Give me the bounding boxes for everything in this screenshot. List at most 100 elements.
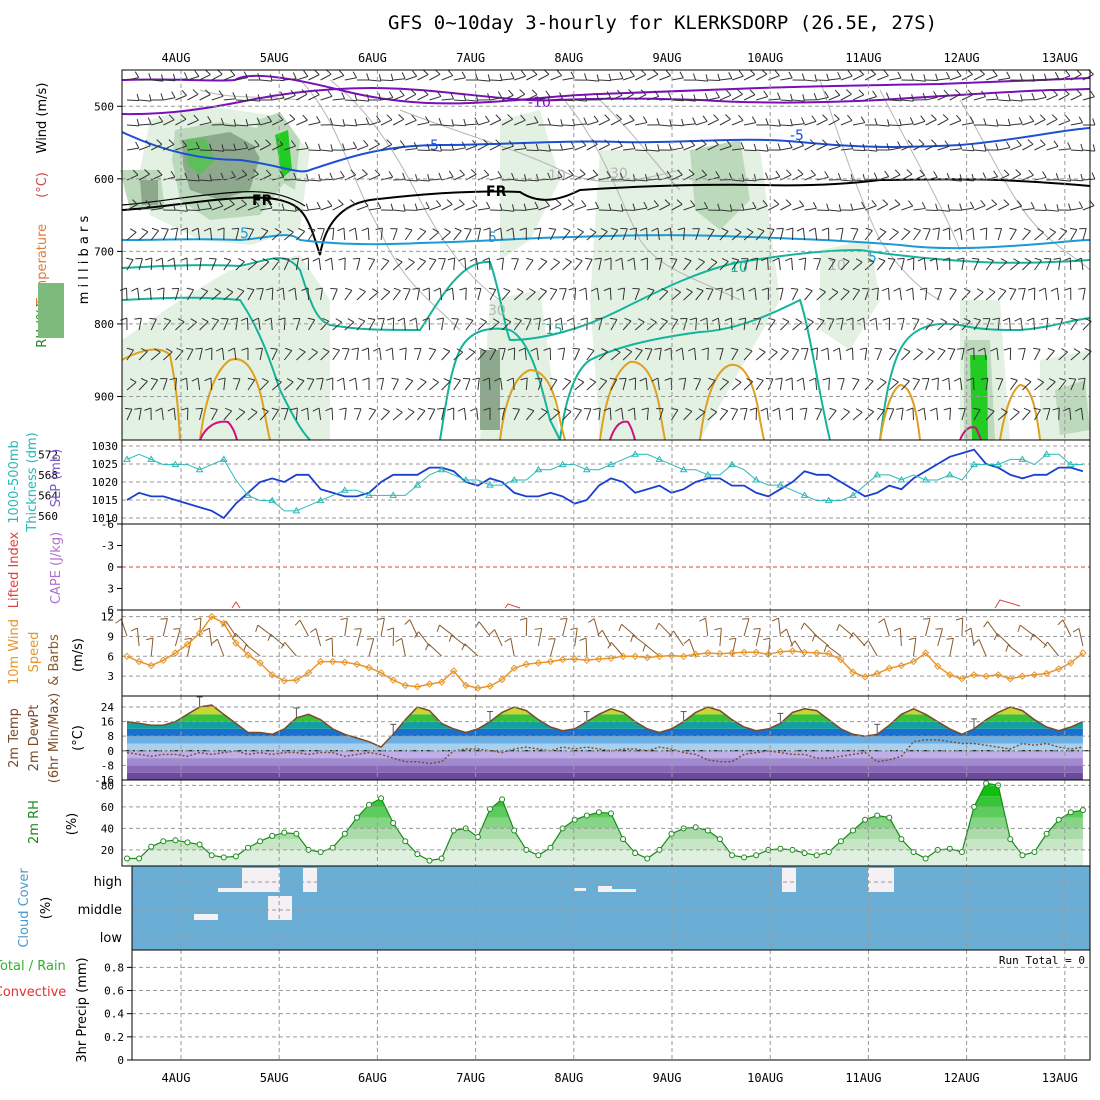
wind-barb — [1058, 174, 1072, 182]
wind-barb — [932, 227, 940, 241]
wind-barb — [393, 89, 405, 101]
wind-barb — [453, 118, 467, 127]
wind-barb — [405, 174, 418, 182]
wind-barb — [768, 119, 781, 127]
wind-barb — [342, 348, 350, 361]
wind10m-barb — [800, 622, 818, 637]
wind-barb — [804, 74, 818, 82]
wind-barb — [1034, 257, 1042, 271]
date-label-top: 12AUG — [944, 51, 980, 65]
wind-barb — [417, 174, 430, 182]
thickness-point — [510, 476, 519, 483]
wind-barb — [780, 199, 792, 211]
wind-barb — [514, 114, 526, 126]
slp-panel-label: SLP (mb) — [49, 449, 64, 508]
wind10m-point — [619, 652, 627, 661]
wind-barb — [124, 407, 133, 421]
temp-contour-16 — [879, 383, 921, 441]
thickness-point — [461, 476, 470, 483]
wind-barb — [1022, 92, 1035, 101]
temp-panel-label: 2m Temp — [7, 708, 22, 768]
wind-barb — [162, 348, 173, 361]
wind-barb — [1002, 317, 1011, 331]
wind-barb — [748, 287, 757, 301]
wind-barb — [804, 201, 817, 211]
wind-barb — [949, 174, 963, 182]
wind-barb — [271, 139, 284, 151]
pressure-tick-label: 600 — [94, 173, 114, 186]
rh2m-point — [886, 814, 893, 821]
wind-barb — [840, 257, 850, 271]
wind-barb — [368, 201, 382, 211]
rh2m-point — [704, 827, 711, 834]
wind-barb — [635, 173, 648, 182]
wind-barb — [677, 227, 686, 241]
wind-barb — [316, 377, 324, 391]
wind-barb — [247, 408, 258, 421]
wind-barb — [869, 317, 878, 331]
wind-barb — [816, 73, 830, 82]
wind-barb — [731, 89, 743, 101]
rh2m-point — [293, 830, 300, 837]
wind-barb — [223, 119, 237, 127]
wind-barb — [744, 173, 757, 182]
wind-barb — [635, 116, 648, 126]
wind-barb — [574, 117, 588, 126]
date-label-bottom: 11AUG — [845, 1071, 881, 1085]
rh-tick-label: 40 — [101, 822, 114, 835]
wind-barb — [1070, 317, 1078, 331]
wind-barb — [211, 288, 222, 301]
wind-barb — [143, 287, 152, 301]
wind-barb — [615, 407, 624, 421]
wind-barb — [489, 139, 502, 151]
wind-barb — [211, 172, 225, 181]
wind-barb — [1046, 347, 1055, 361]
wind-barb — [524, 317, 532, 331]
chart-title: GFS 0~10day 3-hourly for KLERKSDORP (26.… — [388, 12, 938, 34]
wind10m-point — [195, 629, 204, 637]
contour-label-4: FR — [486, 184, 507, 200]
rh-area-19 — [140, 180, 158, 205]
wind-barb — [1058, 114, 1071, 126]
date-label-bottom: 8AUG — [554, 1071, 583, 1085]
thickness-point — [873, 470, 882, 478]
thickness-point — [849, 491, 857, 498]
wind-barb — [707, 114, 719, 126]
wind10m-barb — [130, 627, 140, 647]
slp-tick-label: 1025 — [92, 458, 119, 471]
rh2m-point — [535, 852, 542, 859]
wind-barb — [663, 227, 672, 241]
wind-barb — [368, 74, 382, 82]
wind-barb — [695, 287, 704, 301]
temp-band-4 — [127, 743, 1083, 751]
temp-band-7 — [127, 721, 1083, 729]
wind-barb — [943, 407, 952, 421]
rh2m-point — [341, 830, 348, 837]
wind-barb — [204, 377, 213, 391]
temp-tick-label: -8 — [101, 759, 114, 772]
wind-barb — [980, 377, 989, 391]
temp-tick-label: 8 — [107, 730, 114, 743]
wind-barb — [284, 89, 296, 101]
isotach-contour-4 — [819, 79, 941, 301]
precip-panel-label: Convective — [0, 985, 66, 1000]
wind-barb — [126, 378, 137, 391]
wind-barb — [1058, 227, 1068, 241]
temp-contour-5 — [121, 234, 1091, 250]
thickness-point — [437, 465, 446, 473]
wind10m-point — [921, 649, 930, 657]
wind-barb — [1022, 227, 1031, 241]
wind-barb — [296, 70, 309, 81]
wind-barb — [422, 287, 430, 301]
wind-barb — [453, 141, 466, 151]
wind-barb — [901, 348, 911, 361]
wind-barb — [622, 114, 635, 126]
rh2m-point — [208, 852, 215, 859]
wind-barb — [519, 227, 527, 241]
wind-barb — [683, 257, 692, 271]
wind-barb — [776, 287, 784, 301]
isotach-contour-2 — [559, 94, 741, 301]
rh2m-point — [862, 816, 869, 823]
rh2m-point — [898, 836, 905, 843]
wind-barb — [1033, 407, 1041, 421]
